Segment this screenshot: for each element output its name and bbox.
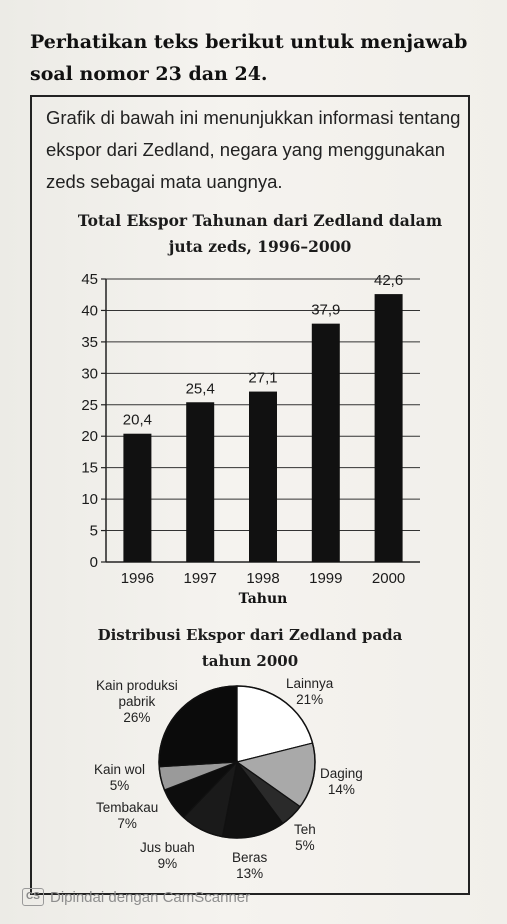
x-tick-label: 1998 <box>246 570 279 587</box>
y-tick-label: 0 <box>90 554 98 571</box>
pie-label: Daging 14% <box>320 766 363 798</box>
content-frame <box>30 95 470 895</box>
pie-label-name: Daging <box>320 766 363 781</box>
pie-label-name: Tembakau <box>96 800 159 815</box>
bar-chart-title: Total Ekspor Tahunan dari Zedland dalam … <box>77 211 443 256</box>
pie-label: Teh 5% <box>294 822 316 854</box>
pie-label-percent: 5% <box>109 778 130 793</box>
pie-label-percent: 13% <box>236 866 264 881</box>
bar-data-label: 42,6 <box>374 272 403 289</box>
pie-label-name: Kain wol <box>94 762 146 777</box>
x-tick-label: 1999 <box>309 570 342 587</box>
pie-label: Beras 13% <box>232 850 267 882</box>
bar <box>123 433 152 562</box>
pie-label-name: Kain produksi <box>96 678 178 693</box>
question-heading: Perhatikan teks berikut untuk menjawab s… <box>30 31 468 85</box>
cs-scan-icon: CS <box>22 888 44 906</box>
x-tick-label: 1997 <box>184 570 217 587</box>
bar-data-label: 27,1 <box>248 370 277 387</box>
pie-label: Lainnya 21% <box>286 676 333 708</box>
pie-label-name: Jus buah <box>140 840 195 855</box>
y-tick-label: 35 <box>81 334 98 351</box>
y-tick-label: 10 <box>81 491 98 508</box>
bar-data-label: 20,4 <box>123 412 152 429</box>
bar <box>186 402 215 562</box>
x-axis-label: Tahun <box>239 591 288 607</box>
pie-label-percent: 7% <box>117 816 137 831</box>
x-tick-label: 1996 <box>121 570 154 587</box>
scanner-watermark: CS Dipindai dengan CamScanner <box>22 888 250 906</box>
pie-label-percent: 9% <box>157 856 178 871</box>
pie-label: Kain produksi pabrik 26% <box>96 678 178 726</box>
watermark-text: Dipindai dengan CamScanner <box>50 888 251 906</box>
bar-data-label: 25,4 <box>186 380 215 397</box>
x-tick-label: 2000 <box>372 570 405 587</box>
pie-label-percent: 14% <box>327 782 355 797</box>
y-tick-label: 20 <box>81 428 98 445</box>
bar-data-label: 37,9 <box>311 302 340 319</box>
pie-label-name: Beras <box>232 850 268 865</box>
bar <box>311 323 340 562</box>
y-tick-label: 45 <box>81 271 98 288</box>
pie-label-percent: 5% <box>295 838 315 853</box>
pie-label: Jus buah 9% <box>140 840 195 872</box>
pie-label: Kain wol 5% <box>94 762 145 794</box>
y-tick-label: 15 <box>81 460 98 477</box>
pie-outline <box>158 685 316 839</box>
y-tick-label: 40 <box>81 302 98 319</box>
intro-text: Grafik di bawah ini menunjukkan informas… <box>46 107 461 192</box>
pie-label-name: Lainnya <box>286 676 334 691</box>
pie-label-name: pabrik <box>118 694 156 709</box>
y-tick-label: 25 <box>81 397 98 414</box>
bar <box>249 391 277 562</box>
y-tick-label: 5 <box>90 523 98 540</box>
bar <box>374 294 403 562</box>
pie-label-percent: 26% <box>123 710 151 725</box>
pie-label-name: Teh <box>294 822 316 837</box>
pie-label: Tembakau 7% <box>96 800 158 832</box>
pie-label-percent: 21% <box>296 692 324 707</box>
pie-chart-title: Distribusi Ekspor dari Zedland pada tahu… <box>97 626 403 670</box>
y-tick-label: 30 <box>81 365 98 382</box>
